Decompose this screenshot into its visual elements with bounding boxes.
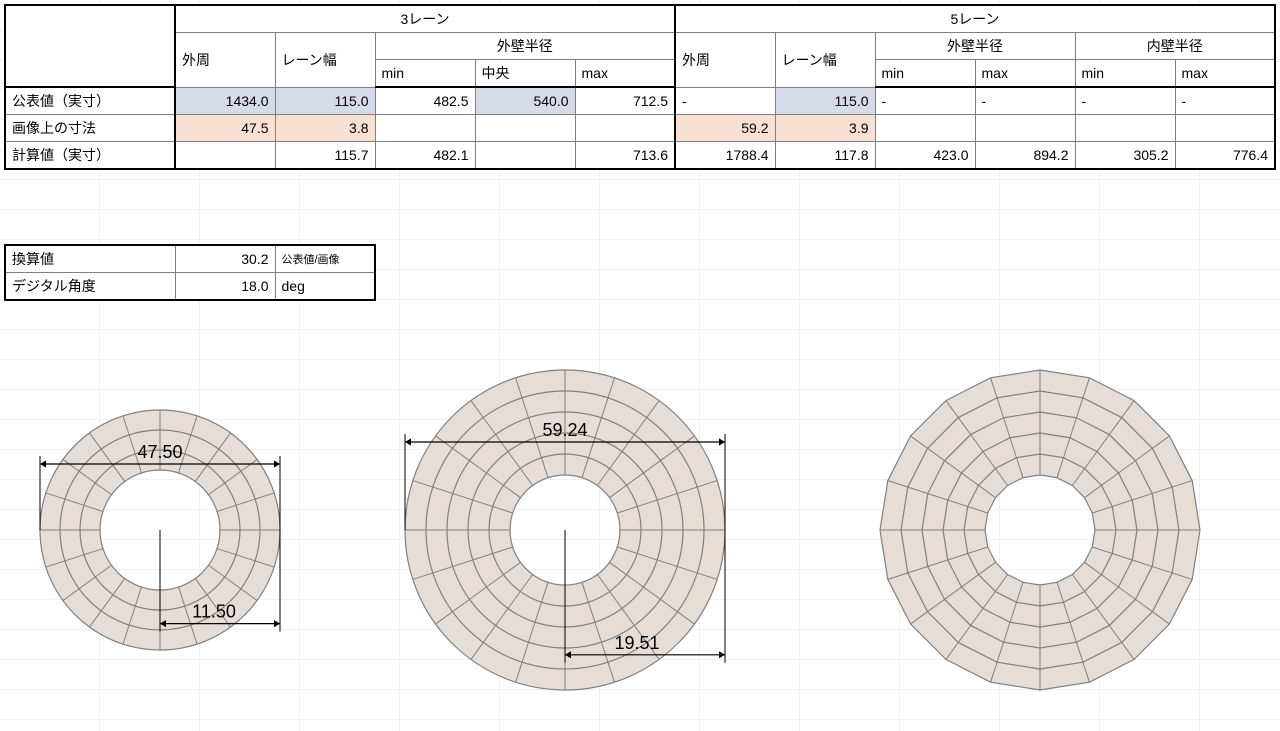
h5-gmin: min	[875, 60, 975, 88]
cell[interactable]: -	[1175, 87, 1275, 115]
cell[interactable]: 115.7	[275, 142, 375, 170]
cell[interactable]: -	[675, 87, 775, 115]
header-5lane: 5レーン	[675, 5, 1275, 33]
h5-nmin: min	[1075, 60, 1175, 88]
cell[interactable]: 305.2	[1075, 142, 1175, 170]
cell[interactable]: 3.8	[275, 115, 375, 142]
cell[interactable]: 776.4	[1175, 142, 1275, 170]
svg-text:19.51: 19.51	[614, 633, 659, 653]
svg-text:47.50: 47.50	[137, 442, 182, 462]
cell[interactable]	[875, 115, 975, 142]
cell[interactable]: 47.5	[175, 115, 275, 142]
row-label: 公表値（実寸）	[5, 87, 175, 115]
h5-naiheki: 内壁半径	[1075, 33, 1275, 60]
cell[interactable]	[175, 142, 275, 170]
row-label: デジタル角度	[5, 273, 175, 301]
cell[interactable]: -	[875, 87, 975, 115]
cell[interactable]	[1075, 115, 1175, 142]
cell[interactable]	[475, 142, 575, 170]
cell[interactable]: 3.9	[775, 115, 875, 142]
corner-cell	[5, 5, 175, 87]
h5-gaishu: 外周	[675, 33, 775, 88]
cell: 公表値/画像	[275, 245, 375, 273]
cell[interactable]: 115.0	[775, 87, 875, 115]
cell[interactable]: 1788.4	[675, 142, 775, 170]
h3-gaiheki: 外壁半径	[375, 33, 675, 60]
cell[interactable]	[475, 115, 575, 142]
row-label: 計算値（実寸）	[5, 142, 175, 170]
cell[interactable]: -	[975, 87, 1075, 115]
cell[interactable]: 482.5	[375, 87, 475, 115]
h5-nmax: max	[1175, 60, 1275, 88]
h3-min: min	[375, 60, 475, 88]
table-row: デジタル角度 18.0 deg	[5, 273, 375, 301]
mini-table: 換算値 30.2 公表値/画像 デジタル角度 18.0 deg	[4, 244, 376, 301]
cell[interactable]: 30.2	[175, 245, 275, 273]
cell[interactable]: 18.0	[175, 273, 275, 301]
main-table: 3レーン 5レーン 外周 レーン幅 外壁半径 外周 レーン幅 外壁半径 内壁半径…	[4, 4, 1276, 170]
cell[interactable]: 482.1	[375, 142, 475, 170]
table-row: 計算値（実寸） 115.7 482.1 713.6 1788.4 117.8 4…	[5, 142, 1275, 170]
cell[interactable]: 423.0	[875, 142, 975, 170]
cell[interactable]: 59.2	[675, 115, 775, 142]
h3-lanew: レーン幅	[275, 33, 375, 88]
cell[interactable]: 712.5	[575, 87, 675, 115]
svg-text:59.24: 59.24	[542, 420, 587, 440]
h3-max: max	[575, 60, 675, 88]
table-row: 換算値 30.2 公表値/画像	[5, 245, 375, 273]
h5-gaiheki: 外壁半径	[875, 33, 1075, 60]
cell[interactable]: 115.0	[275, 87, 375, 115]
cell[interactable]: 117.8	[775, 142, 875, 170]
row-label: 画像上の寸法	[5, 115, 175, 142]
cell[interactable]: 1434.0	[175, 87, 275, 115]
h3-gaishu: 外周	[175, 33, 275, 88]
h5-lanew: レーン幅	[775, 33, 875, 88]
svg-text:11.50: 11.50	[192, 602, 236, 622]
h5-gmax: max	[975, 60, 1075, 88]
cell[interactable]	[1175, 115, 1275, 142]
cell[interactable]: 894.2	[975, 142, 1075, 170]
cell[interactable]	[975, 115, 1075, 142]
header-3lane: 3レーン	[175, 5, 675, 33]
cell[interactable]	[375, 115, 475, 142]
cell[interactable]: -	[1075, 87, 1175, 115]
cell[interactable]: 713.6	[575, 142, 675, 170]
cell: deg	[275, 273, 375, 301]
row-label: 換算値	[5, 245, 175, 273]
table-row: 公表値（実寸） 1434.0 115.0 482.5 540.0 712.5 -…	[5, 87, 1275, 115]
ring-diagrams: 47.50 11.50 59.24 19.51	[0, 340, 1280, 730]
cell[interactable]	[575, 115, 675, 142]
h3-chuo: 中央	[475, 60, 575, 88]
table-row: 画像上の寸法 47.5 3.8 59.2 3.9	[5, 115, 1275, 142]
cell[interactable]: 540.0	[475, 87, 575, 115]
